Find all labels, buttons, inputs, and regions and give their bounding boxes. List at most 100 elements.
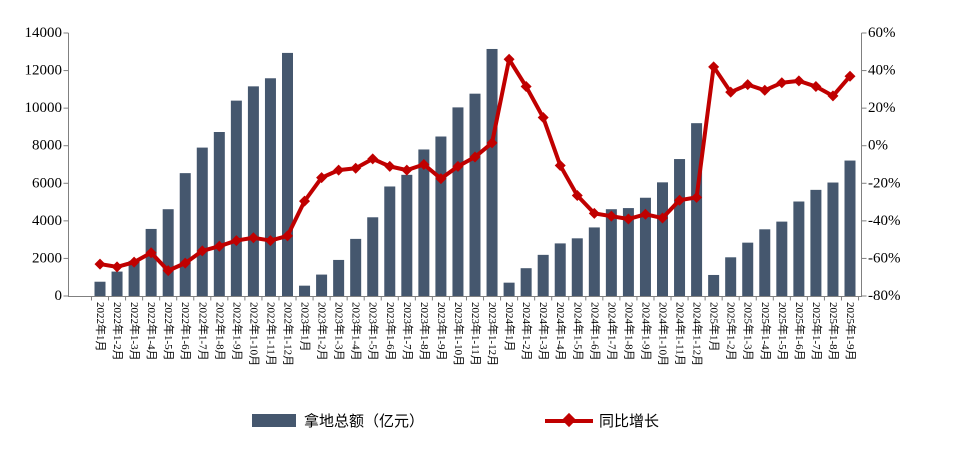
- diamond-marker-icon: [605, 210, 617, 222]
- bar: [657, 182, 668, 296]
- x-axis-category-label: 2025年1-4月: [759, 302, 773, 361]
- x-axis-category-label: 2025年1-2月: [725, 302, 739, 361]
- x-axis-category-label: 2025年1月: [708, 302, 722, 352]
- right-axis-tick-label: 40%: [868, 63, 896, 79]
- diamond-marker-icon: [810, 81, 822, 93]
- bar: [759, 229, 771, 296]
- diamond-marker-icon: [367, 153, 379, 165]
- bar: [810, 189, 822, 296]
- x-axis-category-label: 2025年1-6月: [793, 302, 807, 361]
- diamond-marker-icon: [827, 90, 839, 102]
- bar: [196, 147, 208, 296]
- diamond-marker-icon: [264, 235, 276, 247]
- bar: [844, 160, 856, 296]
- diamond-marker-icon: [561, 412, 577, 428]
- bar: [588, 227, 600, 296]
- bar: [145, 228, 157, 296]
- bar: [128, 260, 140, 296]
- bar: [94, 281, 106, 296]
- x-axis-category-label: 2024年1-3月: [537, 302, 551, 361]
- diamond-marker-icon: [316, 172, 328, 184]
- bar: [742, 242, 754, 296]
- x-axis-category-label: 2025年1-5月: [776, 302, 790, 361]
- x-axis-category-label: 2024年1-7月: [605, 302, 619, 361]
- diamond-marker-icon: [196, 245, 208, 257]
- left-axis-tick-label: 4000: [32, 213, 62, 229]
- bar: [469, 93, 481, 296]
- x-axis-category-label: 2023年1-5月: [367, 302, 381, 361]
- bar: [639, 197, 651, 296]
- x-axis-category-label: 2023年1-9月: [435, 302, 449, 361]
- diamond-marker-icon: [793, 75, 805, 87]
- x-axis-category-label: 2023年1-6月: [384, 302, 398, 361]
- diamond-marker-icon: [418, 159, 430, 170]
- diamond-marker-icon: [554, 159, 566, 171]
- diamond-marker-icon: [691, 191, 703, 203]
- line-series-label: 同比增长: [599, 414, 660, 430]
- right-axis-tick-label: 60%: [868, 25, 896, 41]
- bar: [622, 208, 634, 296]
- left-axis-tick-label: 2000: [32, 250, 62, 266]
- bar: [401, 174, 413, 296]
- bar: [299, 285, 311, 296]
- x-axis-category-label: 2024年1月: [503, 302, 517, 352]
- diamond-marker-icon: [179, 257, 191, 269]
- bar: [486, 48, 498, 296]
- bar: [554, 243, 566, 296]
- x-axis-category-label: 2023年1-7月: [401, 302, 415, 361]
- right-axis-tick-label: -20%: [868, 175, 901, 191]
- diamond-marker-icon: [742, 79, 754, 91]
- bar: [571, 238, 583, 296]
- bar: [418, 149, 430, 296]
- x-axis-category-label: 2023年1-12月: [486, 302, 500, 366]
- diamond-marker-icon: [350, 162, 362, 174]
- x-axis-category-label: 2024年1-2月: [520, 302, 534, 361]
- chart-legend: 拿地总额（亿元） 同比增长: [0, 406, 974, 436]
- diamond-marker-icon: [145, 247, 157, 259]
- x-axis-category-label: 2023年1-10月: [452, 302, 466, 366]
- bar: [213, 132, 225, 296]
- diamond-marker-icon: [162, 265, 174, 277]
- x-axis-category-label: 2025年1-9月: [844, 302, 858, 361]
- bar: [776, 221, 788, 296]
- diamond-marker-icon: [674, 194, 686, 206]
- diamond-marker-icon: [520, 81, 532, 93]
- x-axis-category-label: 2023年1-8月: [418, 302, 432, 361]
- diamond-marker-icon: [725, 86, 737, 98]
- bar-series-label: 拿地总额（亿元）: [304, 414, 425, 430]
- diamond-marker-icon: [657, 212, 668, 224]
- x-axis-category-label: 2022年1-3月: [128, 302, 142, 361]
- x-axis-category-label: 2022年1-10月: [247, 302, 261, 366]
- diamond-marker-icon: [759, 84, 771, 96]
- diamond-marker-icon: [299, 195, 311, 207]
- x-axis-category-label: 2025年1-8月: [827, 302, 841, 361]
- x-axis-category-label: 2022年1月: [94, 302, 108, 352]
- diamond-marker-icon: [537, 112, 549, 124]
- x-axis-category-label: 2023年1-4月: [350, 302, 364, 361]
- diamond-marker-icon: [230, 235, 242, 247]
- x-axis-category-label: 2024年1-9月: [639, 302, 653, 361]
- diamond-marker-icon: [776, 77, 788, 89]
- x-axis-category-label: 2023年1-2月: [316, 302, 330, 361]
- diamond-marker-icon: [469, 151, 481, 163]
- left-axis-tick-label: 0: [55, 288, 63, 304]
- bar: [674, 159, 686, 296]
- diamond-marker-icon: [452, 160, 464, 172]
- legend-item-line-series: 同比增长: [545, 410, 659, 431]
- bar: [162, 209, 174, 296]
- bar: [435, 136, 447, 296]
- diamond-marker-icon: [111, 261, 123, 273]
- legend-item-bar-series: 拿地总额（亿元）: [252, 410, 424, 431]
- diamond-marker-icon: [247, 232, 259, 244]
- bar: [247, 86, 259, 296]
- x-axis-category-label: 2022年1-4月: [145, 302, 159, 361]
- bar: [179, 173, 191, 296]
- diamond-marker-icon: [435, 173, 447, 185]
- x-axis-category-label: 2023年1-3月: [333, 302, 347, 361]
- left-axis-tick-label: 10000: [25, 100, 63, 116]
- x-axis-category-label: 2022年1-7月: [196, 302, 210, 361]
- line-series-swatch: [545, 412, 593, 428]
- bar: [725, 257, 737, 296]
